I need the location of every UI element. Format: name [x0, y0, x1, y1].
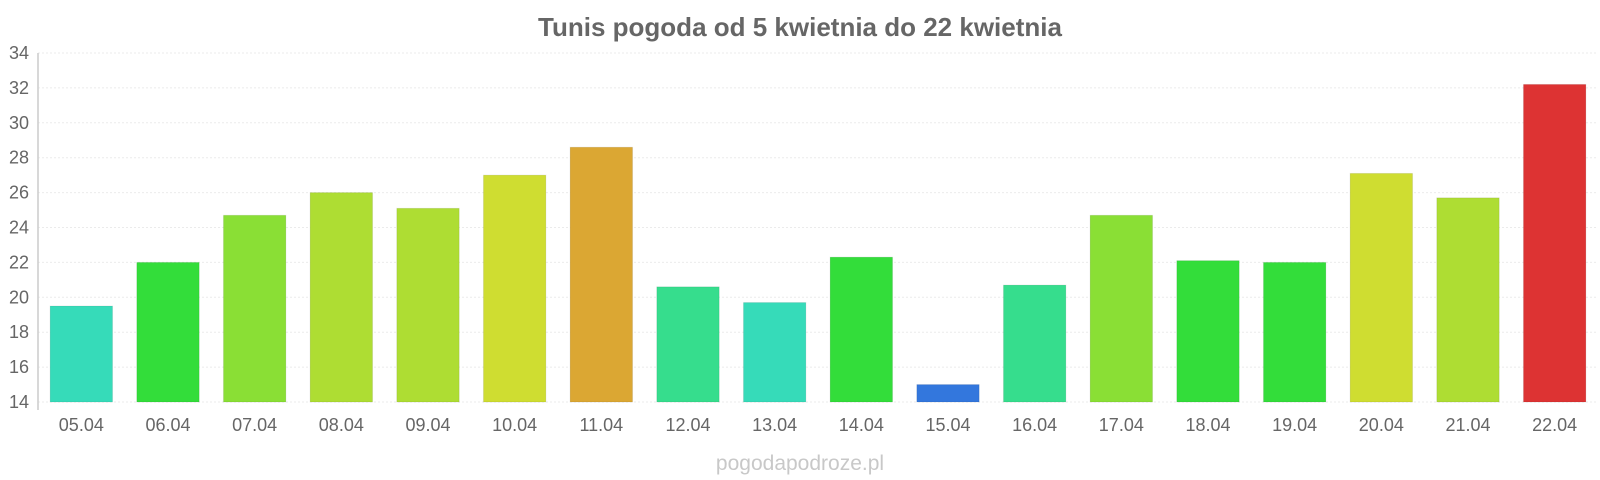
- bar-14.04: [829, 256, 894, 403]
- y-tick-label: 30: [9, 113, 29, 133]
- bar-16.04: [1002, 284, 1067, 403]
- bar-07.04: [222, 214, 287, 403]
- bar-06.04: [136, 261, 200, 403]
- bar-17.04: [1089, 214, 1154, 403]
- bar-22.04: [1522, 83, 1587, 403]
- x-tick-label: 06.04: [145, 415, 190, 435]
- y-tick-label: 26: [9, 183, 29, 203]
- y-axis: 14 16 18 20 22 24 26 28 30 32 34: [9, 43, 39, 412]
- chart-title: Tunis pogoda od 5 kwietnia do 22 kwietni…: [538, 12, 1062, 42]
- y-tick-label: 24: [9, 218, 29, 238]
- y-tick-label: 28: [9, 148, 29, 168]
- x-tick-label: 10.04: [492, 415, 537, 435]
- x-tick-label: 12.04: [665, 415, 710, 435]
- x-tick-label: 21.04: [1445, 415, 1490, 435]
- bar-11.04: [569, 146, 634, 403]
- x-tick-label: 20.04: [1359, 415, 1404, 435]
- x-tick-label: 18.04: [1185, 415, 1230, 435]
- bar-15.04: [916, 384, 980, 403]
- x-tick-label: 07.04: [232, 415, 277, 435]
- y-tick-label: 20: [9, 287, 29, 307]
- x-tick-label: 15.04: [925, 415, 970, 435]
- y-tick-label: 34: [9, 43, 29, 63]
- x-tick-label: 19.04: [1272, 415, 1317, 435]
- x-axis: 05.04 06.04 07.04 08.04 09.04 10.04 11.04 12.04…: [59, 415, 1577, 435]
- x-tick-label: 22.04: [1532, 415, 1577, 435]
- y-tick-label: 14: [9, 392, 29, 412]
- bar-10.04: [482, 174, 547, 403]
- bar-20.04: [1349, 172, 1414, 403]
- bar-12.04: [656, 286, 720, 403]
- bar-21.04: [1436, 197, 1500, 403]
- bar-05.04: [49, 305, 114, 403]
- x-tick-label: 16.04: [1012, 415, 1057, 435]
- y-tick-label: 22: [9, 252, 29, 272]
- y-tick-label: 18: [9, 322, 29, 342]
- y-tick-label: 16: [9, 357, 29, 377]
- x-tick-label: 09.04: [405, 415, 450, 435]
- watermark-text: pogodapodroze.pl: [716, 452, 884, 475]
- bar-08.04: [309, 192, 374, 403]
- x-tick-label: 05.04: [59, 415, 104, 435]
- grid-lines: [38, 52, 1598, 403]
- x-tick-label: 13.04: [752, 415, 797, 435]
- bar-13.04: [742, 302, 807, 403]
- bars: [49, 83, 1587, 403]
- x-tick-label: 08.04: [319, 415, 364, 435]
- bar-19.04: [1262, 261, 1327, 403]
- x-tick-label: 14.04: [839, 415, 884, 435]
- x-tick-label: 17.04: [1099, 415, 1144, 435]
- y-tick-label: 32: [9, 78, 29, 98]
- bar-09.04: [396, 207, 460, 403]
- bar-18.04: [1176, 260, 1240, 403]
- x-tick-label: 11.04: [579, 415, 623, 435]
